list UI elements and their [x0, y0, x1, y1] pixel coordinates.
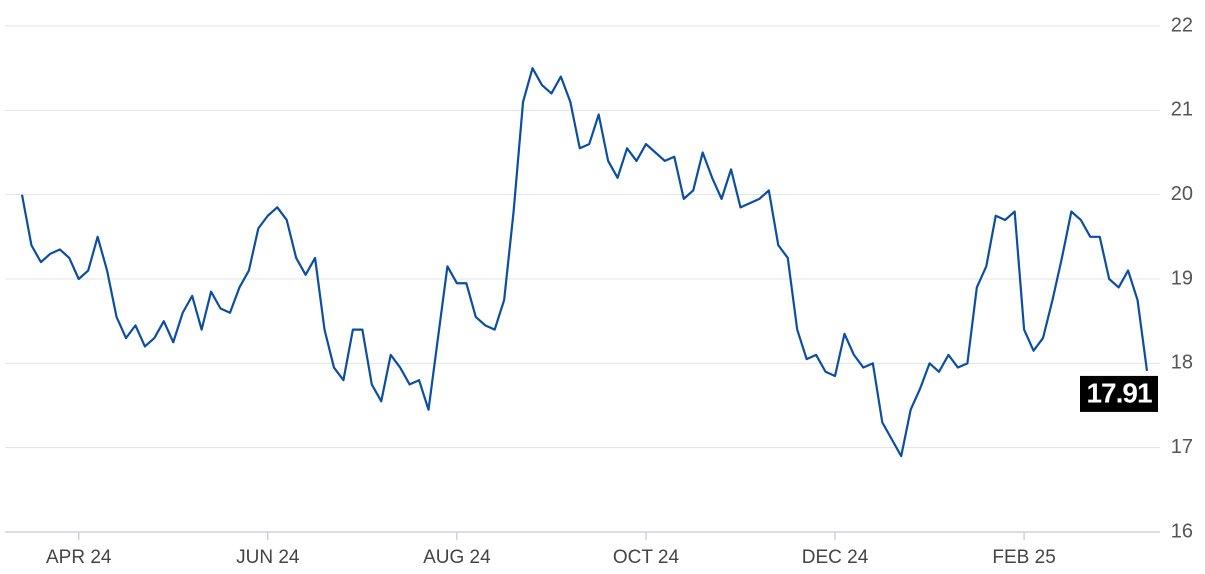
price-line: [20, 67, 1149, 458]
last-value-label: 17.91: [1086, 377, 1151, 408]
x-tick-label: AUG 24: [423, 547, 491, 568]
last-value-box: [1080, 375, 1158, 412]
y-tick-label: 19: [1171, 267, 1193, 289]
x-tick-label: DEC 24: [802, 547, 869, 568]
y-tick-label: 20: [1171, 183, 1193, 205]
y-tick-label: 16: [1171, 520, 1193, 542]
y-tick-label: 22: [1171, 14, 1193, 36]
x-tick-label: JUN 24: [236, 547, 300, 568]
y-tick-label: 17: [1171, 436, 1193, 458]
y-tick-label: 18: [1171, 352, 1193, 374]
y-tick-label: 21: [1171, 99, 1193, 121]
x-tick-label: APR 24: [46, 547, 112, 568]
x-tick-label: FEB 25: [992, 547, 1055, 568]
x-tick-label: OCT 24: [613, 547, 680, 568]
